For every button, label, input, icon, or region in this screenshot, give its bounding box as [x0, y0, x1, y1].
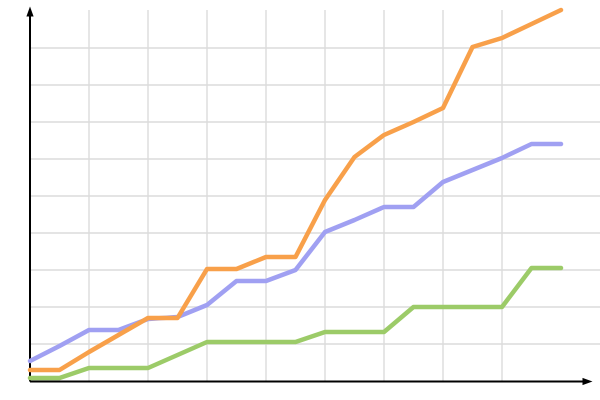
series-group [27, 7, 564, 381]
series-green-line [27, 265, 564, 381]
axes [26, 6, 593, 386]
x-axis-arrow-icon [582, 377, 593, 386]
grid [30, 10, 600, 382]
y-axis-arrow-icon [26, 6, 34, 17]
series-purple-line [27, 141, 564, 364]
series-orange-line [27, 7, 564, 373]
